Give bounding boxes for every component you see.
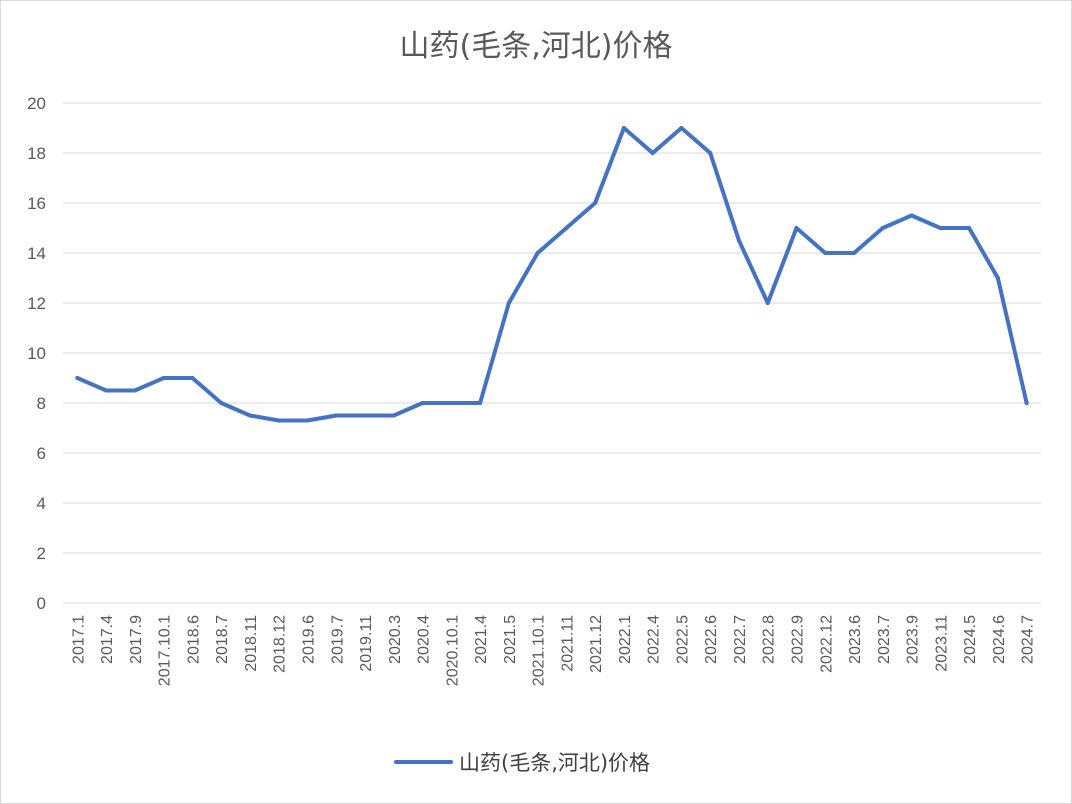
- data-point: [564, 226, 569, 230]
- data-point: [880, 226, 885, 230]
- x-tick-label: 2024.5: [962, 615, 979, 664]
- x-tick-label: 2024.7: [1020, 615, 1037, 664]
- x-tick-label: 2021.5: [502, 615, 519, 664]
- y-axis-ticks: 0 2 4 6 8 10 12 14 16 18 20: [27, 94, 46, 613]
- x-tick-label: 2022.9: [790, 615, 807, 664]
- data-point: [161, 376, 166, 380]
- data-point: [1024, 401, 1029, 405]
- x-tick-label: 2024.6: [991, 615, 1008, 664]
- x-tick-label: 2021.10.1: [531, 615, 548, 686]
- data-point: [852, 251, 857, 255]
- series-layer: [75, 126, 1029, 423]
- series-line: [75, 126, 1029, 423]
- y-tick-label: 0: [37, 594, 46, 613]
- x-tick-label: 2023.7: [876, 615, 893, 664]
- data-point: [765, 301, 770, 305]
- data-point: [391, 413, 396, 418]
- data-point: [909, 213, 914, 218]
- data-point: [708, 151, 713, 155]
- x-tick-label: 2019.11: [358, 615, 375, 672]
- data-point: [650, 151, 655, 155]
- x-tick-label: 2019.6: [301, 615, 318, 664]
- data-point: [938, 226, 943, 230]
- x-tick-label: 2017.1: [70, 615, 87, 664]
- data-point: [75, 376, 80, 380]
- data-point: [823, 251, 828, 255]
- x-tick-label: 2022.6: [703, 615, 720, 664]
- data-point: [420, 401, 425, 405]
- data-point: [104, 388, 109, 393]
- data-point: [794, 226, 799, 230]
- x-tick-label: 2022.12: [818, 615, 835, 673]
- y-tick-label: 2: [37, 544, 46, 563]
- data-point: [305, 418, 310, 423]
- x-tick-label: 2023.11: [933, 615, 950, 672]
- x-tick-label: 2022.7: [732, 615, 749, 664]
- data-point: [247, 413, 252, 418]
- data-point: [736, 238, 741, 243]
- x-tick-label: 2021.4: [473, 615, 490, 664]
- x-tick-label: 2023.9: [905, 615, 922, 664]
- y-tick-label: 4: [37, 494, 46, 513]
- data-point: [535, 251, 540, 255]
- data-point: [276, 418, 281, 423]
- x-tick-label: 2023.6: [847, 615, 864, 664]
- x-tick-label: 2021.11: [559, 615, 576, 672]
- x-tick-label: 2020.4: [416, 615, 433, 664]
- x-tick-label: 2020.10.1: [444, 615, 461, 686]
- data-point: [132, 388, 137, 393]
- x-tick-label: 2018.12: [272, 615, 289, 673]
- x-tick-label: 2018.6: [185, 615, 202, 664]
- x-tick-label: 2022.4: [646, 615, 663, 664]
- x-tick-label: 2018.7: [214, 615, 231, 664]
- x-tick-label: 2020.3: [387, 615, 404, 664]
- x-tick-label: 2022.1: [617, 615, 634, 664]
- chart-title: 山药(毛条,河北)价格: [400, 29, 673, 64]
- y-tick-label: 18: [27, 144, 46, 163]
- y-tick-label: 6: [37, 444, 46, 463]
- x-tick-label: 2018.11: [243, 615, 260, 672]
- legend-label: 山药(毛条,河北)价格: [459, 751, 650, 775]
- gridlines: [63, 102, 1041, 604]
- data-point: [478, 401, 483, 405]
- y-tick-label: 12: [27, 294, 46, 313]
- data-point: [593, 201, 598, 205]
- data-point: [679, 126, 684, 130]
- x-tick-label: 2022.8: [761, 615, 778, 664]
- x-tick-label: 2017.10.1: [157, 615, 174, 686]
- y-tick-label: 16: [27, 194, 46, 213]
- x-tick-label: 2017.9: [128, 615, 145, 664]
- x-tick-label: 2017.4: [99, 615, 116, 664]
- data-point: [621, 126, 626, 130]
- legend: 山药(毛条,河北)价格: [394, 751, 650, 775]
- x-tick-label: 2021.12: [588, 615, 605, 673]
- data-point: [219, 401, 224, 405]
- data-point: [334, 413, 339, 418]
- y-tick-label: 8: [37, 394, 46, 413]
- data-point: [506, 301, 511, 305]
- data-point: [363, 413, 368, 418]
- y-tick-label: 20: [27, 94, 46, 113]
- x-axis-ticks: 2017.1 2017.4 2017.9 2017.10.1 2018.6 2018.7 2…: [70, 615, 1036, 686]
- y-tick-label: 10: [27, 344, 46, 363]
- y-tick-label: 14: [27, 244, 46, 263]
- data-point: [190, 376, 195, 380]
- data-point: [995, 276, 1000, 280]
- x-tick-label: 2022.5: [674, 615, 691, 664]
- data-point: [967, 226, 972, 230]
- x-tick-label: 2019.7: [329, 615, 346, 664]
- data-point: [449, 401, 454, 405]
